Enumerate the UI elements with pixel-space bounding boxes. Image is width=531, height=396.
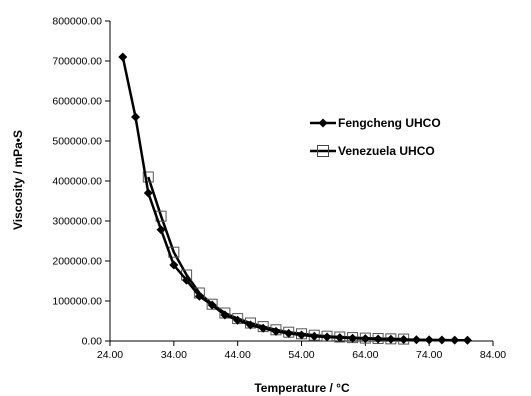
- data-point: [245, 320, 255, 330]
- y-tick-label: 100000.00: [52, 296, 102, 308]
- y-tick-label: 400000.00: [52, 176, 102, 188]
- axes: 0.00 100000.00 200000.00 300000.00 400000.00…: [52, 16, 506, 362]
- data-point: [424, 335, 434, 345]
- legend-marker-fengcheng: [318, 118, 328, 128]
- data-point: [373, 334, 383, 344]
- data-point: [258, 323, 268, 333]
- data-point: [360, 334, 370, 344]
- y-tick-label: 600000.00: [52, 96, 102, 108]
- y-tick-label: 500000.00: [52, 136, 102, 148]
- legend-label-fengcheng: Fengcheng UHCO: [338, 116, 441, 130]
- data-point: [399, 335, 409, 345]
- data-point: [322, 332, 332, 342]
- data-point: [284, 328, 294, 338]
- data-point: [207, 300, 217, 310]
- x-tick-label: 74.00: [416, 349, 442, 361]
- series-line: [147, 176, 404, 341]
- data-point: [233, 315, 243, 325]
- x-tick-label: 24.00: [97, 349, 123, 361]
- data-point: [142, 171, 154, 183]
- data-point: [437, 335, 447, 345]
- data-point: [220, 310, 230, 320]
- y-tick-label: 700000.00: [52, 56, 102, 68]
- data-point: [182, 275, 192, 285]
- x-tick-label: 44.00: [225, 349, 251, 361]
- x-tick-label: 64.00: [352, 349, 378, 361]
- data-point: [194, 291, 204, 301]
- legend-label-venezuela: Venezuela UHCO: [338, 144, 435, 158]
- data-point: [156, 225, 166, 235]
- data-point: [450, 335, 460, 345]
- y-tick-label: 0.00: [82, 336, 103, 348]
- data-point: [143, 188, 153, 198]
- series-layer: [118, 52, 472, 345]
- x-axis-title: Temperature / °C: [254, 381, 350, 395]
- data-point: [335, 333, 345, 343]
- data-point: [131, 112, 141, 122]
- data-point: [411, 335, 421, 345]
- y-tick-label: 800000.00: [52, 16, 102, 28]
- data-point: [297, 330, 306, 340]
- data-point: [462, 335, 472, 345]
- data-point: [169, 260, 179, 270]
- data-point: [271, 326, 281, 336]
- data-point: [386, 334, 396, 344]
- data-point: [118, 52, 128, 62]
- y-tick-label: 200000.00: [52, 256, 102, 268]
- y-axis-title: Viscosity / mPa•S: [11, 130, 25, 230]
- series-fengcheng: [118, 52, 472, 345]
- x-tick-label: 84.00: [480, 349, 506, 361]
- x-tick-label: 54.00: [288, 349, 314, 361]
- series-line: [121, 56, 468, 342]
- data-point: [348, 333, 358, 343]
- x-tick-label: 34.00: [161, 349, 187, 361]
- series-venezuela: [142, 171, 410, 345]
- legend: Fengcheng UHCO Venezuela UHCO: [310, 116, 441, 158]
- data-point: [309, 331, 319, 341]
- y-tick-label: 300000.00: [52, 216, 102, 228]
- legend-marker-venezuela: [317, 145, 329, 157]
